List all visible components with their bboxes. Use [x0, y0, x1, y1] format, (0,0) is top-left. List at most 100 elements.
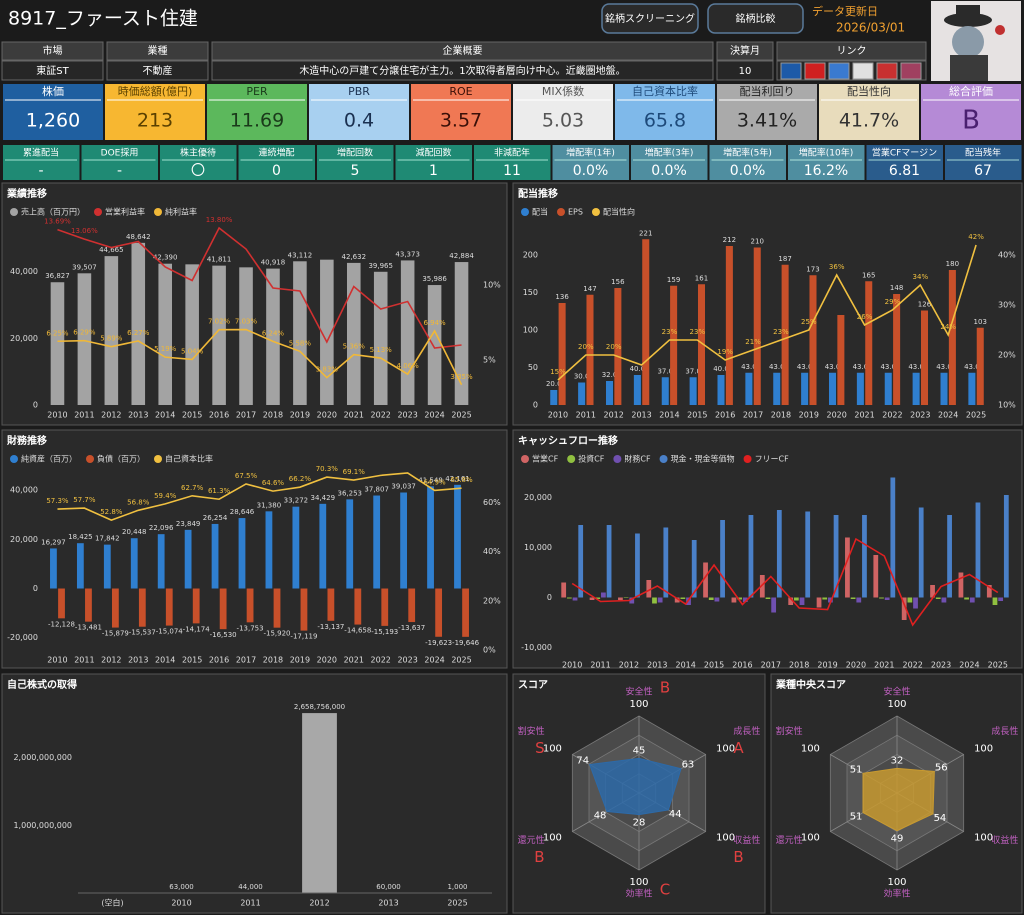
stat-label: 累進配当 — [23, 147, 59, 159]
stat-value: - — [117, 163, 122, 179]
x-tick-label: 2025 — [988, 661, 1008, 670]
tick-label: 150 — [523, 288, 538, 297]
kpi-label: 配当性向 — [847, 84, 891, 98]
legend-label: フリーCF — [755, 455, 790, 464]
legend-swatch — [10, 208, 18, 216]
link-icon[interactable] — [901, 63, 921, 79]
bar — [239, 267, 253, 405]
data-label: 18,425 — [68, 533, 93, 541]
tick-label: 20,000 — [524, 493, 552, 502]
bar — [732, 598, 737, 603]
data-label: 16,297 — [41, 538, 66, 546]
data-label: 156 — [611, 278, 625, 286]
link-icon[interactable] — [805, 63, 825, 79]
x-tick-label: 2018 — [789, 661, 809, 670]
legend-label: 営業利益率 — [105, 207, 145, 217]
panel — [513, 430, 1022, 668]
x-tick-label: 2019 — [290, 656, 310, 665]
data-label: 57.7% — [73, 496, 96, 504]
tick-label: 10% — [483, 281, 501, 290]
bar — [829, 373, 836, 405]
radar-value: 56 — [935, 762, 948, 773]
bar — [347, 263, 361, 405]
link-icon[interactable] — [853, 63, 873, 79]
bar — [940, 373, 947, 405]
data-label: 64.6% — [262, 479, 285, 487]
link-icon[interactable] — [877, 63, 897, 79]
data-label: 39,037 — [391, 483, 416, 491]
data-label: 69.1% — [343, 468, 366, 476]
radar-max: 100 — [543, 744, 562, 755]
chart-title: キャッシュフロー推移 — [518, 434, 618, 447]
button-label[interactable]: 銘柄比較 — [736, 12, 776, 25]
data-label: 33,272 — [284, 497, 309, 505]
chart-title: 配当推移 — [518, 187, 558, 200]
info-value: 東証ST — [36, 64, 69, 77]
tick-label: 20,000 — [10, 334, 38, 343]
x-tick-label: 2010 — [562, 661, 582, 670]
radar-value: 44 — [669, 809, 682, 820]
radar-grade: B — [534, 848, 544, 866]
kpi-label: ROE — [449, 85, 472, 98]
bar — [607, 525, 612, 598]
bar — [949, 270, 956, 405]
kpi-value: 5.03 — [542, 110, 584, 132]
data-label: 23% — [662, 328, 678, 336]
avatar-accent — [995, 25, 1005, 35]
data-label: 65.8% — [450, 476, 473, 484]
data-label: 210 — [751, 238, 764, 246]
data-label: 3.35% — [450, 373, 473, 381]
tick-label: 0 — [33, 401, 38, 410]
x-tick-label: 2025 — [966, 411, 986, 420]
tick-label: -20,000 — [7, 633, 38, 642]
bar — [754, 248, 761, 406]
data-label: 52.8% — [100, 508, 123, 516]
data-label: 24% — [940, 323, 956, 331]
link-icon[interactable] — [781, 63, 801, 79]
x-tick-label: 2010 — [47, 656, 67, 665]
data-label: 180 — [946, 260, 959, 268]
data-label: 42,632 — [342, 253, 367, 261]
legend-swatch — [154, 208, 162, 216]
tick-label: 10,000 — [524, 543, 552, 552]
x-tick-label: 2023 — [397, 656, 417, 665]
kpi-value: 3.41% — [737, 110, 797, 132]
legend-swatch — [557, 208, 565, 216]
bar — [131, 243, 145, 405]
bar — [837, 315, 844, 405]
bar — [462, 589, 469, 637]
tick-label: 0 — [533, 401, 538, 410]
radar-grade: B — [660, 679, 670, 697]
bar — [293, 261, 307, 405]
stat-value: - — [38, 163, 43, 179]
bar — [857, 373, 864, 405]
data-label: 62.7% — [181, 484, 204, 492]
data-label: 42,884 — [449, 252, 474, 260]
bar — [690, 377, 697, 405]
x-tick-label: 2021 — [344, 411, 364, 420]
bar — [977, 328, 984, 405]
bar — [822, 598, 827, 600]
link-icon[interactable] — [829, 63, 849, 79]
bar — [773, 373, 780, 405]
button-label[interactable]: 銘柄スクリーニング — [605, 12, 695, 25]
bar — [374, 272, 388, 405]
data-label: -13,481 — [75, 624, 102, 632]
bar — [851, 598, 856, 600]
data-label: 15% — [550, 368, 566, 376]
bar — [50, 548, 57, 588]
kpi-value: 41.7% — [839, 110, 899, 132]
radar-max: 100 — [801, 833, 820, 844]
tick-label: 20,000 — [10, 535, 38, 544]
data-label: 31,380 — [257, 501, 282, 509]
data-label: 165 — [862, 271, 875, 279]
radar-value: 51 — [850, 812, 863, 823]
data-label: 3.83% — [316, 366, 339, 374]
radar-value: 51 — [850, 764, 863, 775]
x-tick-label: 2016 — [209, 411, 229, 420]
bar — [400, 493, 407, 589]
radar-axis-label: 還元性 — [776, 834, 803, 846]
bar — [104, 545, 111, 589]
data-label: 26,254 — [203, 514, 228, 522]
data-label: 20% — [606, 343, 622, 351]
